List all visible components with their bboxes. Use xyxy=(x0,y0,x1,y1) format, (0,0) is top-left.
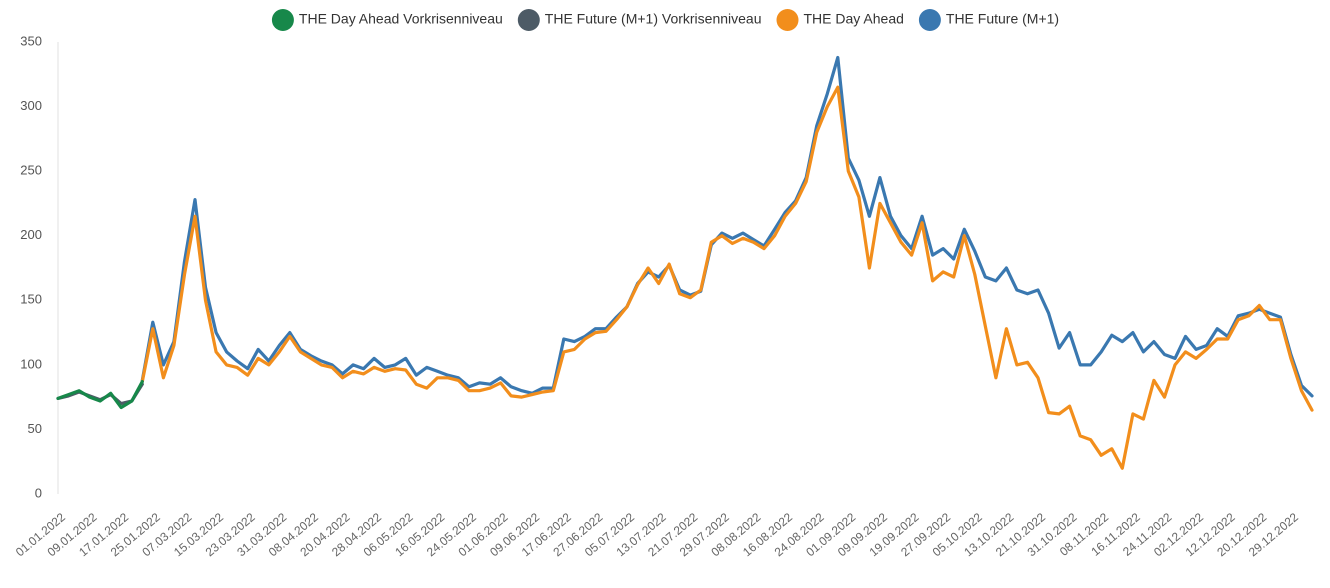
y-tick-label: 150 xyxy=(20,292,42,307)
legend-label: THE Day Ahead xyxy=(804,11,904,27)
y-tick-label: 50 xyxy=(28,421,42,436)
legend-marker xyxy=(517,9,540,31)
legend-marker xyxy=(271,9,294,31)
legend-marker xyxy=(776,9,799,31)
legend-marker xyxy=(918,9,941,31)
legend-label: THE Day Ahead Vorkrisenniveau xyxy=(299,11,503,27)
series-line xyxy=(140,85,1314,470)
legend-label: THE Future (M+1) xyxy=(946,11,1059,27)
y-tick-label: 0 xyxy=(35,485,42,500)
y-tick-label: 250 xyxy=(20,163,42,178)
y-tick-label: 300 xyxy=(20,98,42,113)
legend-label: THE Future (M+1) Vorkrisenniveau xyxy=(545,11,762,27)
y-tick-label: 100 xyxy=(20,356,42,371)
y-tick-label: 350 xyxy=(20,33,42,48)
series-line xyxy=(56,380,144,410)
legend: THE Day Ahead Vorkrisenniveau THE Future … xyxy=(271,9,1059,31)
series-line xyxy=(140,55,1314,398)
y-tick-label: 200 xyxy=(20,227,42,242)
